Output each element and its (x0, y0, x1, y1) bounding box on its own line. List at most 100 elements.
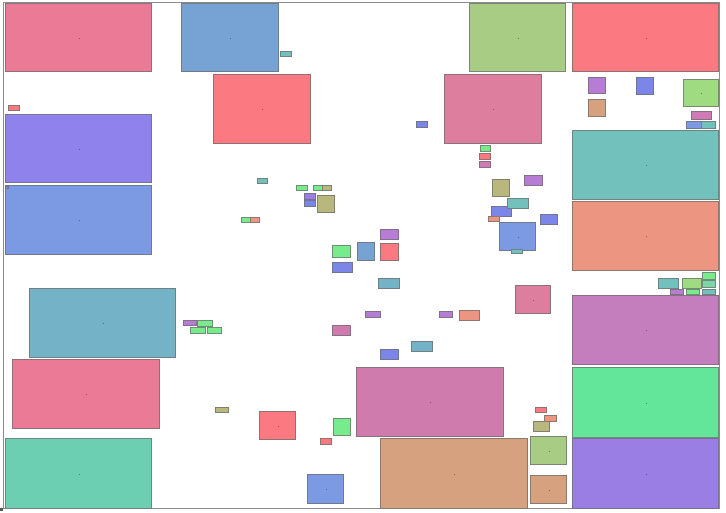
rectangle-center-dot (78, 473, 80, 475)
packed-rectangle (8, 105, 20, 111)
packed-rectangle (691, 111, 712, 120)
packed-rectangle (183, 320, 197, 326)
rectangle-center-dot (102, 323, 104, 324)
packed-rectangle (307, 474, 344, 504)
packed-rectangle (5, 3, 152, 72)
packed-rectangle (488, 216, 500, 222)
packed-rectangle (683, 79, 719, 107)
rectangle-center-dot (78, 37, 80, 39)
packed-rectangle (530, 436, 567, 465)
packed-rectangle (257, 178, 268, 184)
packed-rectangle (572, 3, 719, 72)
packed-rectangle (5, 185, 152, 255)
packed-rectangle (670, 289, 684, 295)
rectangle-center-dot (533, 299, 534, 301)
packed-rectangle (378, 278, 400, 289)
packed-rectangle (332, 325, 351, 336)
packed-rectangle (499, 222, 536, 251)
rectangle-center-dot (645, 165, 647, 166)
packed-rectangle (702, 280, 716, 288)
rectangle-center-dot (230, 37, 231, 39)
packed-rectangle (459, 310, 480, 321)
rectangle-center-dot (325, 489, 327, 490)
rectangle-center-dot (430, 402, 431, 403)
packed-rectangle (296, 185, 308, 191)
packed-rectangle (686, 121, 702, 129)
packed-rectangle (5, 114, 152, 183)
canvas-corner-marker (0, 508, 3, 511)
rectangle-center-dot (645, 473, 647, 475)
packed-rectangle (479, 161, 491, 168)
packed-rectangle (439, 311, 453, 318)
rectangle-center-dot (645, 330, 647, 331)
packed-rectangle (380, 349, 399, 360)
packed-rectangle (29, 288, 176, 358)
rectangle-center-dot (78, 220, 80, 221)
packed-rectangle (304, 193, 316, 200)
packed-rectangle (5, 438, 152, 509)
packed-rectangle (533, 421, 550, 432)
packed-rectangle (380, 243, 399, 261)
rectangle-center-dot (548, 489, 550, 491)
packed-rectangle (197, 320, 213, 327)
packed-rectangle (658, 278, 679, 289)
rectangle-center-dot (86, 394, 87, 395)
packed-rectangle (469, 3, 566, 72)
packed-rectangle (492, 179, 510, 197)
packed-rectangle (507, 198, 529, 209)
packed-rectangle (322, 185, 332, 191)
packed-rectangle (572, 201, 719, 271)
packed-rectangle (636, 77, 654, 95)
packed-rectangle (544, 415, 557, 422)
packed-rectangle (535, 407, 547, 413)
packed-rectangle (411, 341, 433, 352)
packed-rectangle (530, 475, 567, 504)
packed-rectangle (491, 206, 512, 217)
packed-rectangle (701, 121, 716, 129)
rectangle-center-dot (645, 402, 647, 404)
packed-rectangle (357, 242, 375, 261)
packed-rectangle (356, 367, 504, 437)
rectangle-center-dot (548, 450, 550, 452)
packed-rectangle (215, 407, 229, 413)
packed-rectangle (380, 438, 528, 509)
packed-rectangle (686, 289, 700, 295)
packed-rectangle (572, 367, 719, 438)
packed-rectangle (511, 249, 523, 254)
packed-rectangle (540, 214, 558, 225)
packed-rectangle (317, 195, 335, 213)
packed-rectangle (304, 200, 316, 207)
packed-rectangle (365, 311, 381, 318)
packed-rectangle (572, 130, 719, 200)
packed-rectangle (479, 153, 491, 160)
packed-rectangle (12, 359, 160, 429)
rectangle-center-dot (277, 425, 279, 427)
packed-rectangle (416, 121, 428, 128)
rectangle-center-dot (517, 236, 519, 238)
rectangle-center-dot (454, 473, 455, 475)
packed-rectangle (572, 438, 719, 509)
rectangle-center-dot (517, 37, 519, 39)
packed-rectangle (259, 411, 296, 440)
rectangle-center-dot (701, 93, 702, 94)
rectangle-center-dot (262, 109, 263, 110)
packed-rectangle (524, 175, 543, 186)
packed-rectangle (588, 99, 606, 117)
packed-rectangle (333, 418, 351, 436)
packed-rectangle (480, 145, 491, 152)
packed-rectangle (588, 77, 606, 94)
rectangle-center-dot (78, 148, 80, 150)
packed-rectangle (213, 74, 311, 144)
packed-rectangle (572, 295, 719, 365)
packed-rectangle (320, 438, 332, 445)
packed-rectangle (250, 217, 260, 223)
rectangle-center-dot (645, 37, 647, 39)
packed-rectangle (5, 186, 9, 189)
rectangle-center-dot (645, 236, 647, 237)
packed-rectangle (332, 262, 353, 273)
packed-rectangle (190, 327, 206, 334)
packed-rectangle (444, 74, 542, 144)
packed-rectangle (280, 51, 292, 57)
rectangle-center-dot (493, 109, 494, 110)
packed-rectangle (702, 272, 716, 280)
